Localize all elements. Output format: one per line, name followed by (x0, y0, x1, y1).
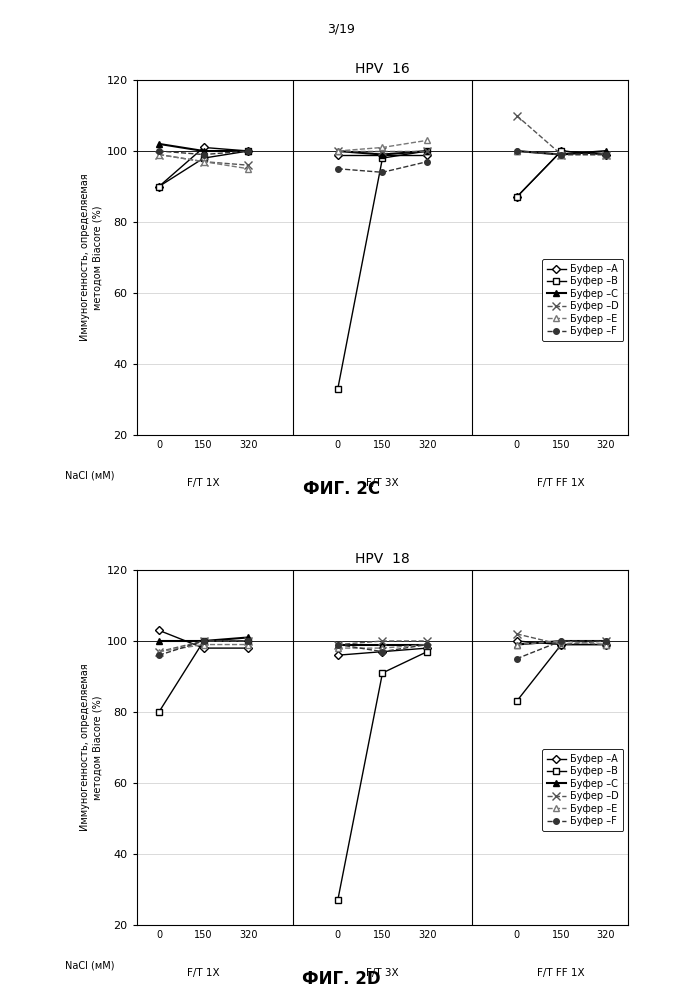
Text: F/T FF 1X: F/T FF 1X (538, 478, 585, 488)
Text: F/T 1X: F/T 1X (187, 968, 220, 978)
Legend: Буфер –А, Буфер –В, Буфер –С, Буфер –D, Буфер –Е, Буфер –F: Буфер –А, Буфер –В, Буфер –С, Буфер –D, … (542, 259, 624, 341)
Text: F/T 1X: F/T 1X (187, 478, 220, 488)
Y-axis label: Иммуногенность, определяемая
методом Biacore (%): Иммуногенность, определяемая методом Bia… (80, 174, 102, 341)
Y-axis label: Иммуногенность, определяемая
методом Biacore (%): Иммуногенность, определяемая методом Bia… (80, 664, 102, 831)
Legend: Буфер –А, Буфер –В, Буфер –С, Буфер –D, Буфер –Е, Буфер –F: Буфер –А, Буфер –В, Буфер –С, Буфер –D, … (542, 749, 624, 831)
Title: HPV  18: HPV 18 (355, 552, 410, 566)
Text: NaCl (мМ): NaCl (мМ) (66, 471, 115, 481)
Text: 3/19: 3/19 (328, 23, 355, 36)
Text: NaCl (мМ): NaCl (мМ) (66, 960, 115, 970)
Text: ФИГ. 2C: ФИГ. 2C (303, 480, 380, 498)
Text: F/T 3X: F/T 3X (366, 968, 399, 978)
Title: HPV  16: HPV 16 (355, 62, 410, 76)
Text: F/T 3X: F/T 3X (366, 478, 399, 488)
Text: F/T FF 1X: F/T FF 1X (538, 968, 585, 978)
Text: ФИГ. 2D: ФИГ. 2D (302, 970, 381, 988)
